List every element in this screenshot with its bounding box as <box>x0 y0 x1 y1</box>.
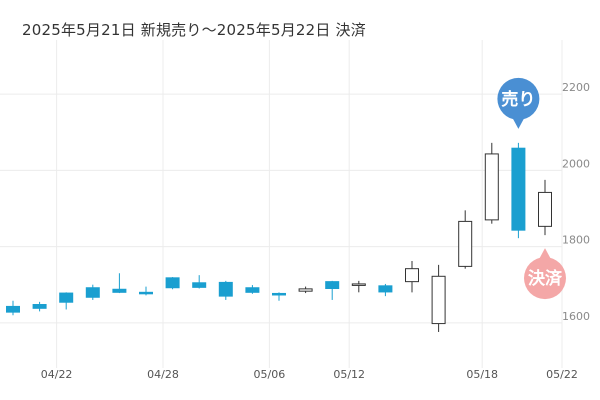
candle-body <box>351 283 366 286</box>
candle-body <box>378 285 393 293</box>
x-tick-label: 04/22 <box>41 368 73 381</box>
grid-lines <box>0 40 563 368</box>
candle-body <box>484 153 499 221</box>
chart-title: 2025年5月21日 新規売り～2025年5月22日 決済 <box>22 21 366 39</box>
callout-label: 売り <box>501 89 535 110</box>
candle <box>165 277 180 290</box>
sell-callout: 売り <box>497 77 540 129</box>
candle <box>112 273 127 294</box>
callout-label: 決済 <box>528 268 563 289</box>
candle <box>325 280 340 300</box>
candle <box>272 292 286 301</box>
candle <box>511 142 526 239</box>
candle <box>405 261 419 293</box>
candle-body <box>139 291 153 295</box>
candle <box>458 210 473 269</box>
candle-body <box>272 292 286 296</box>
y-tick-label: 1800 <box>562 234 590 247</box>
y-tick-label: 2000 <box>562 157 590 170</box>
candle-body <box>218 281 233 297</box>
candle-body <box>85 287 100 298</box>
candle-body <box>32 304 47 309</box>
candle <box>298 286 313 294</box>
candle-body <box>431 275 446 325</box>
y-axis-ticks: 1600 1800 2000 2200 <box>562 81 590 323</box>
candle <box>192 275 207 289</box>
candle <box>378 283 393 297</box>
candle-body <box>112 288 127 293</box>
candle <box>32 301 47 312</box>
candle <box>6 300 20 316</box>
x-tick-label: 05/22 <box>546 368 578 381</box>
candle <box>538 179 552 236</box>
candle <box>245 285 260 294</box>
y-tick-label: 1600 <box>562 310 590 323</box>
x-tick-label: 04/28 <box>147 368 179 381</box>
candle <box>139 286 153 296</box>
settle-callout: 決済 <box>524 248 566 300</box>
candle-body <box>6 305 20 313</box>
candle <box>351 280 366 293</box>
candle-body <box>298 288 313 292</box>
candle <box>85 284 100 300</box>
candle-body <box>458 220 473 267</box>
x-tick-label: 05/12 <box>333 368 365 381</box>
callout-bubble <box>524 257 566 300</box>
candle-body <box>192 282 207 288</box>
y-tick-label: 2200 <box>562 81 590 94</box>
candle <box>431 264 446 332</box>
candle-body <box>165 277 180 289</box>
candle-body <box>59 292 74 303</box>
candles <box>6 142 552 332</box>
candle-body <box>511 147 526 231</box>
x-axis-ticks: 04/22 04/28 05/06 05/12 05/18 05/22 <box>41 368 578 381</box>
candle-body <box>538 191 552 227</box>
x-tick-label: 05/06 <box>254 368 286 381</box>
candle <box>484 142 499 224</box>
candle <box>218 280 233 300</box>
x-tick-label: 05/18 <box>466 368 498 381</box>
candle <box>59 292 74 310</box>
candle-body <box>245 287 260 293</box>
candle-body <box>405 268 419 283</box>
candle-body <box>325 281 340 290</box>
callout-bubble <box>497 77 540 120</box>
